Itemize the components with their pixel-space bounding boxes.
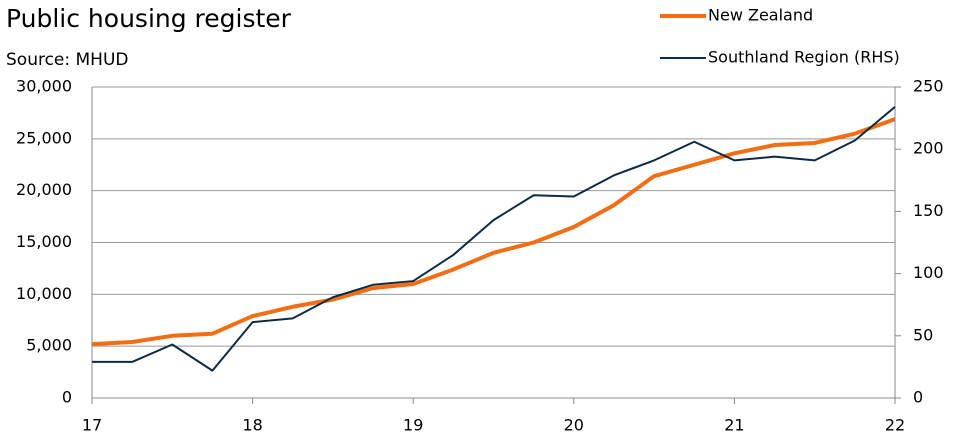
- legend-label: Southland Region (RHS): [708, 48, 900, 67]
- y2-tick-label: 50: [913, 325, 933, 344]
- y-tick-label: 15,000: [16, 232, 72, 251]
- y2-tick-label: 200: [913, 139, 944, 158]
- y-tick-label: 0: [62, 388, 72, 407]
- y-tick-label: 5,000: [26, 336, 72, 355]
- chart-subtitle: Source: MHUD: [6, 50, 129, 70]
- y-tick-label: 30,000: [16, 77, 72, 96]
- series-line: [92, 106, 896, 372]
- y2-tick-label: 100: [913, 263, 944, 282]
- y-tick-label: 25,000: [16, 128, 72, 147]
- y-tick-label: 20,000: [16, 180, 72, 199]
- x-tick-label: 19: [403, 416, 423, 435]
- y2-tick-label: 150: [913, 201, 944, 220]
- y-tick-label: 10,000: [16, 284, 72, 303]
- series-line: [91, 117, 896, 347]
- x-tick-label: 21: [724, 416, 744, 435]
- x-tick-label: 17: [82, 416, 102, 435]
- chart-title: Public housing register: [6, 4, 292, 33]
- y2-tick-label: 0: [913, 388, 923, 407]
- x-tick-label: 18: [242, 416, 262, 435]
- x-tick-label: 22: [885, 416, 905, 435]
- y2-tick-label: 250: [913, 77, 944, 96]
- legend-label: New Zealand: [708, 6, 813, 25]
- x-tick-label: 20: [564, 416, 584, 435]
